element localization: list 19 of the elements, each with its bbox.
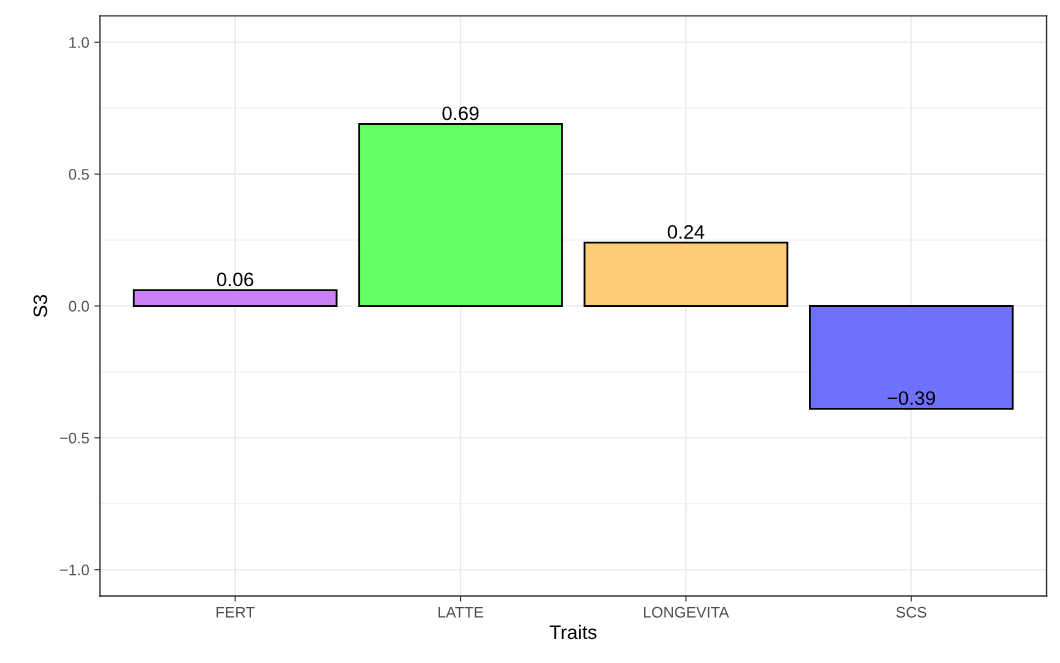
data-label: −0.39 [887,391,935,405]
x-tick-label: LATTE [438,607,484,618]
y-tick-label: 1.0 [69,37,89,48]
y-tick-label: −1.0 [60,564,89,576]
bar [132,289,338,307]
bar [358,123,563,307]
y-tick-label: 0.0 [68,300,89,312]
x-tick-label: SCS [896,606,927,618]
data-label: 0.69 [442,106,479,121]
y-axis-title: S3 [33,294,48,317]
data-label: 0.24 [667,225,705,239]
x-axis-title: Traits [549,624,597,640]
x-tick-label: LONGEVITA [644,606,730,618]
y-tick-label: 0.5 [68,169,89,180]
bar [583,241,789,307]
bar [808,305,1014,410]
y-tick-label: −0.5 [60,432,89,444]
x-tick-label: FERT [216,607,255,618]
data-label: 0.06 [217,272,254,287]
